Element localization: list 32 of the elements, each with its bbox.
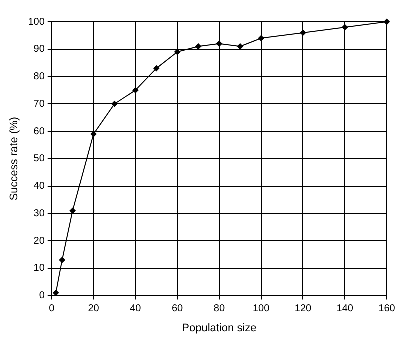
y-tick-label: 30 bbox=[34, 208, 46, 220]
x-tick-label: 40 bbox=[130, 304, 142, 315]
point bbox=[342, 24, 348, 30]
y-tick-label: 0 bbox=[39, 290, 46, 302]
x-tick-label: 160 bbox=[378, 304, 396, 315]
point bbox=[59, 257, 66, 264]
y-tick-label: 90 bbox=[34, 44, 46, 56]
y-tick-label: 80 bbox=[34, 72, 46, 83]
x-axis-title: Population size bbox=[182, 322, 257, 334]
y-tick-label: 50 bbox=[34, 154, 46, 165]
x-tick-label: 80 bbox=[214, 304, 226, 315]
point bbox=[70, 208, 76, 214]
point bbox=[112, 101, 118, 108]
point bbox=[384, 19, 390, 25]
x-tick-label: 0 bbox=[49, 304, 56, 315]
x-tick-label: 140 bbox=[336, 304, 354, 315]
point bbox=[258, 35, 264, 42]
point bbox=[154, 66, 160, 72]
y-tick-label: 20 bbox=[34, 236, 46, 247]
x-tick-label: 60 bbox=[172, 304, 184, 315]
y-tick-label: 60 bbox=[34, 126, 46, 138]
point bbox=[216, 40, 222, 47]
point bbox=[300, 30, 306, 36]
y-axis-title: Success rate (%) bbox=[8, 117, 21, 201]
point bbox=[132, 87, 139, 94]
y-tick-label: 70 bbox=[34, 98, 46, 110]
x-tick-label: 100 bbox=[252, 304, 270, 315]
y-tick-label: 40 bbox=[34, 181, 46, 192]
x-tick-label: 20 bbox=[88, 304, 100, 315]
x-tick-label: 120 bbox=[294, 304, 312, 315]
y-tick-label: 100 bbox=[28, 16, 46, 28]
y-tick-label: 10 bbox=[34, 263, 46, 274]
